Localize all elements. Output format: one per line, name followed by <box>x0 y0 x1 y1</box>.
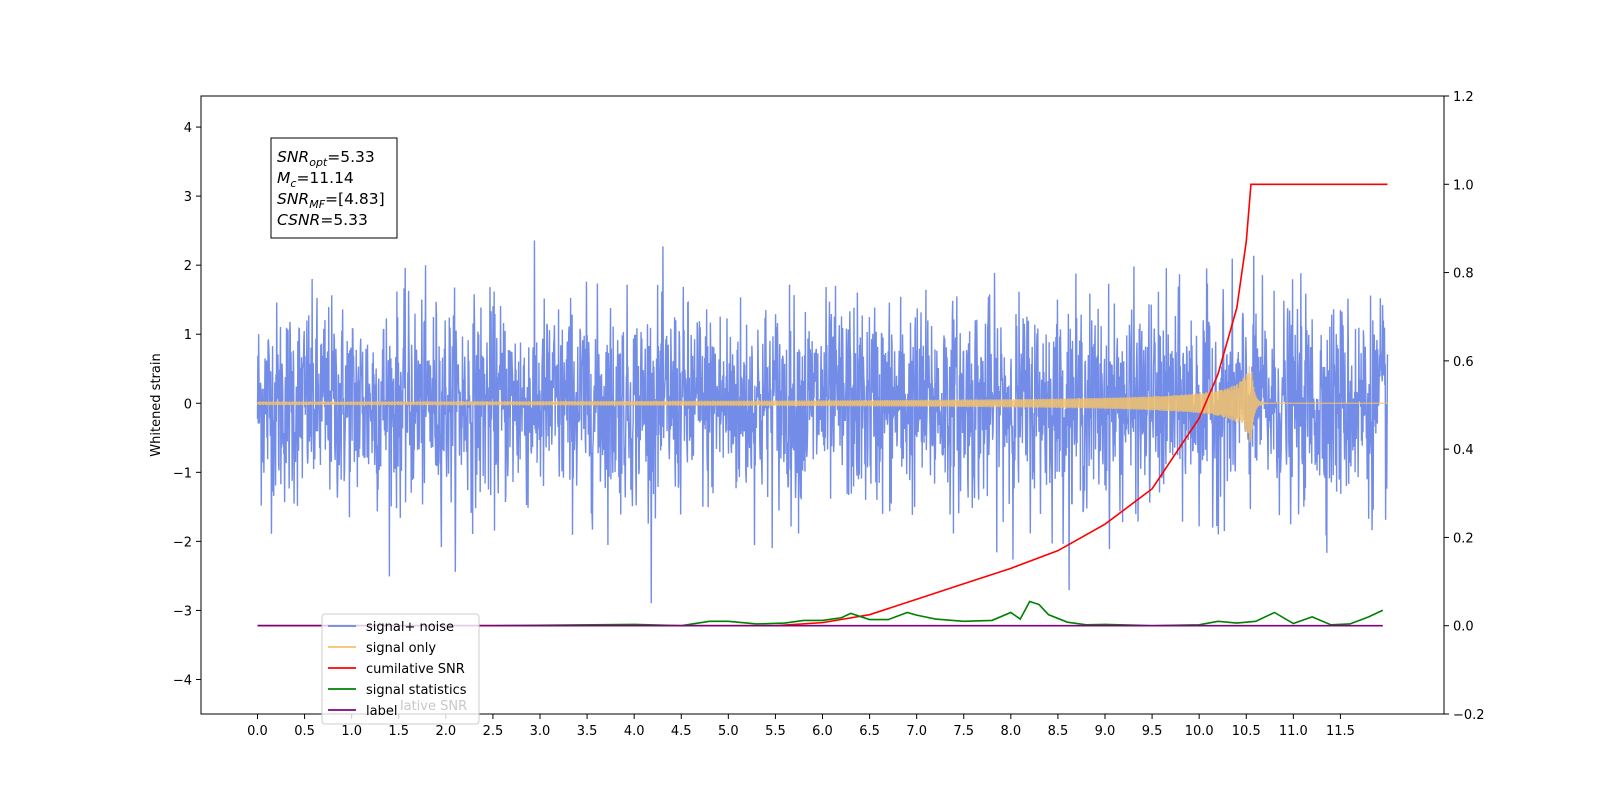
x-tick-label: 7.0 <box>906 724 927 739</box>
y-right-tick-label: 1.0 <box>1453 178 1474 193</box>
y-right-tick-label: 0.6 <box>1453 355 1474 370</box>
x-tick-label: 3.5 <box>577 724 598 739</box>
x-tick-label: 5.5 <box>765 724 786 739</box>
plot-series <box>256 183 1389 627</box>
x-tick-label: 1.0 <box>341 724 362 739</box>
x-tick-label: 6.5 <box>859 724 880 739</box>
y-left-tick-label: 0 <box>184 397 192 412</box>
series-line-signal-noise <box>256 240 1389 604</box>
legend-overlap-text: lative SNR <box>400 699 467 714</box>
y-left-tick-label: −3 <box>173 604 192 619</box>
series-line-signal-only <box>256 366 1388 443</box>
x-tick-label: 1.5 <box>388 724 409 739</box>
y-axis-left: −4 −3 −2 −1 0 1 2 3 4 <box>173 121 201 688</box>
y-left-tick-label: −2 <box>173 535 192 550</box>
y-right-tick-label: −0.2 <box>1453 708 1485 723</box>
x-tick-label: 0.5 <box>294 724 315 739</box>
y-right-tick-label: 1.2 <box>1453 90 1474 105</box>
legend-label: cumilative SNR <box>366 662 465 677</box>
stats-line: SNRopt=5.33 <box>277 148 375 169</box>
x-tick-label: 9.5 <box>1142 724 1163 739</box>
y-left-tick-label: 2 <box>184 259 192 274</box>
y-left-tick-label: −1 <box>173 466 192 481</box>
stats-box-frame <box>270 137 398 239</box>
series-line-cumilative-snr <box>257 183 1388 627</box>
y-axis-title: Whitened strain <box>149 353 164 456</box>
y-right-tick-label: 0.8 <box>1453 267 1474 282</box>
x-tick-label: 3.0 <box>530 724 551 739</box>
x-tick-label: 11.5 <box>1326 724 1355 739</box>
y-right-tick-label: 0.2 <box>1453 531 1474 546</box>
y-right-tick-label: 0.0 <box>1453 620 1474 635</box>
legend-label: label <box>366 704 397 719</box>
y-left-tick-label: 1 <box>184 328 192 343</box>
stats-line: Mc=11.14 <box>277 169 354 190</box>
legend-label: signal+ noise <box>366 620 454 635</box>
x-tick-label: 2.0 <box>435 724 456 739</box>
x-tick-label: 8.0 <box>1000 724 1021 739</box>
y-left-tick-label: 3 <box>184 190 192 205</box>
series-line-signal-statistics <box>257 600 1384 627</box>
y-left-tick-label: −4 <box>173 673 192 688</box>
stats-line: CSNR=5.33 <box>277 211 368 229</box>
stats-line: SNRMF=[4.83] <box>277 190 385 211</box>
y-left-tick-label: 4 <box>184 121 192 136</box>
y-right-tick-label: 0.4 <box>1453 443 1474 458</box>
x-tick-label: 0.0 <box>247 724 268 739</box>
x-tick-label: 2.5 <box>483 724 504 739</box>
x-tick-label: 10.5 <box>1232 724 1261 739</box>
x-tick-label: 11.0 <box>1279 724 1308 739</box>
x-tick-label: 4.5 <box>671 724 692 739</box>
y-axis-right: −0.2 0.0 0.2 0.4 0.6 0.8 1.0 1.2 <box>1444 90 1485 723</box>
x-tick-label: 7.5 <box>953 724 974 739</box>
legend-label: signal statistics <box>366 683 467 698</box>
x-tick-label: 6.0 <box>812 724 833 739</box>
x-tick-label: 9.0 <box>1095 724 1116 739</box>
x-tick-label: 5.0 <box>718 724 739 739</box>
legend-frame <box>321 613 480 725</box>
x-tick-label: 4.0 <box>624 724 645 739</box>
legend: signal+ noise signal only cumilative SNR si… <box>321 613 480 725</box>
x-tick-label: 8.5 <box>1048 724 1069 739</box>
x-tick-label: 10.0 <box>1185 724 1214 739</box>
x-axis: 0.0 0.5 1.0 1.5 2.0 2.5 3.0 3.5 4.0 4.5 5.0 5.5 6.0 6… <box>247 714 1355 739</box>
legend-label: signal only <box>366 641 436 656</box>
